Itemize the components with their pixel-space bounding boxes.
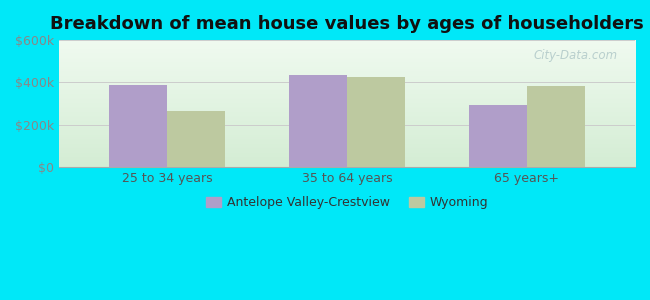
Legend: Antelope Valley-Crestview, Wyoming: Antelope Valley-Crestview, Wyoming: [201, 191, 493, 214]
Text: City-Data.com: City-Data.com: [534, 49, 618, 62]
Bar: [167, 111, 225, 167]
Title: Breakdown of mean house values by ages of householders: Breakdown of mean house values by ages o…: [50, 15, 644, 33]
Bar: [109, 85, 167, 167]
Bar: [527, 86, 584, 167]
Bar: [347, 77, 404, 167]
Bar: [469, 105, 527, 167]
Bar: [289, 75, 347, 167]
